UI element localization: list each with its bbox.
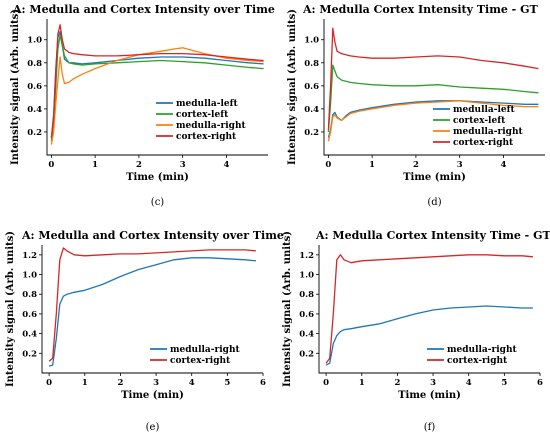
- x-tick-label: 5: [501, 378, 507, 388]
- axes: [41, 245, 263, 374]
- x-axis-label: Time (min): [126, 172, 189, 183]
- series-line-medulla-right: [48, 257, 256, 367]
- x-tick-label: 3: [430, 378, 436, 388]
- y-tick-label: 1.2: [299, 251, 314, 261]
- x-tick-label: 3: [180, 160, 186, 170]
- x-axis-label: Time (min): [403, 172, 466, 183]
- chart-title: A: Medulla Cortex Intensity Time - GT: [302, 3, 538, 16]
- series-line-cortex-right: [48, 247, 256, 362]
- x-tick-label: 2: [413, 160, 419, 170]
- x-tick-label: 0: [48, 160, 54, 170]
- x-tick-label: 2: [394, 378, 400, 388]
- y-tick-label: 1.0: [304, 36, 319, 46]
- y-tick-label: 0.8: [299, 290, 314, 300]
- axes: [318, 245, 540, 374]
- legend-label: medulla-left: [453, 105, 516, 115]
- y-tick-label: 0.4: [27, 105, 42, 115]
- legend-label: cortex-left: [176, 110, 229, 120]
- y-axis-label: Intensity signal (Arb. units): [282, 231, 293, 387]
- x-tick-label: 5: [224, 378, 230, 388]
- legend-label: cortex-right: [176, 132, 237, 142]
- legend-label: cortex-right: [453, 138, 514, 148]
- series-line-medulla-right: [327, 100, 539, 142]
- x-tick-label: 0: [46, 378, 52, 388]
- x-axis-label: Time (min): [121, 390, 184, 401]
- series-line-cortex-left: [50, 34, 264, 142]
- chart-title: A: Medulla and Cortex Intensity over Tim…: [12, 3, 275, 16]
- series-line-medulla-right: [50, 47, 264, 145]
- legend-label: cortex-right: [447, 356, 508, 366]
- x-tick-label: 3: [153, 378, 159, 388]
- panel-f: A: Medulla Cortex Intensity Time - GT 0 1 2…: [282, 229, 550, 433]
- y-tick-label: 0.4: [304, 105, 319, 115]
- y-tick-label: 0.2: [27, 128, 42, 138]
- x-tick-label: 1: [369, 160, 375, 170]
- y-tick-label: 0.6: [22, 310, 37, 320]
- x-tick-label: 2: [117, 378, 123, 388]
- x-tick-label: 1: [92, 160, 98, 170]
- series-line-cortex-right: [50, 24, 264, 138]
- panel-caption: (d): [427, 197, 441, 208]
- y-tick-label: 0.8: [22, 290, 37, 300]
- y-tick-label: 0.2: [299, 349, 314, 359]
- series-line-medulla-right: [325, 305, 533, 366]
- x-tick-label: 4: [189, 378, 195, 388]
- x-tick-label: 2: [136, 160, 142, 170]
- y-axis-label: Intensity signal (Arb. units): [10, 9, 21, 165]
- x-tick-label: 4: [466, 378, 472, 388]
- panel-caption: (e): [146, 422, 160, 433]
- x-tick-label: 3: [457, 160, 463, 170]
- legend-label: cortex-right: [170, 356, 231, 366]
- y-tick-label: 1.0: [299, 271, 314, 281]
- legend-label: cortex-left: [453, 116, 506, 126]
- chart-title: A: Medulla Cortex Intensity Time - GT: [315, 229, 550, 242]
- y-tick-label: 0.6: [304, 82, 319, 92]
- series-line-medulla-left: [327, 100, 539, 138]
- x-axis-label: Time (min): [398, 390, 461, 401]
- x-tick-label: 1: [359, 378, 365, 388]
- y-tick-label: 0.8: [304, 59, 319, 69]
- panel-d: A: Medulla Cortex Intensity Time - GT 0 1 2…: [287, 3, 545, 208]
- legend-label: medulla-right: [170, 345, 240, 355]
- y-tick-label: 0.6: [27, 82, 42, 92]
- y-tick-label: 0.4: [22, 330, 37, 340]
- y-tick-label: 0.2: [22, 349, 37, 359]
- x-tick-label: 0: [325, 160, 331, 170]
- y-tick-label: 0.2: [304, 128, 319, 138]
- panel-e: A: Medulla and Cortex Intensity over Tim…: [5, 229, 284, 433]
- y-axis-label: Intensity signal (Arb. units): [5, 231, 16, 387]
- y-axis-label: Intensity signal (Arb. units): [287, 9, 298, 165]
- x-tick-label: 4: [500, 160, 506, 170]
- axes: [46, 19, 268, 156]
- legend-label: medulla-right: [176, 121, 246, 131]
- y-tick-label: 0.8: [27, 59, 42, 69]
- legend: medulla-leftcortex-leftmedulla-rightcort…: [156, 99, 246, 142]
- legend-label: medulla-left: [176, 99, 239, 109]
- axes: [323, 19, 545, 156]
- legend-label: medulla-right: [447, 345, 517, 355]
- y-tick-label: 1.0: [22, 271, 37, 281]
- x-tick-label: 4: [223, 160, 229, 170]
- x-tick-label: 6: [537, 378, 543, 388]
- panel-caption: (c): [151, 197, 165, 208]
- panel-c: A: Medulla and Cortex Intensity over Tim…: [10, 3, 275, 208]
- y-tick-label: 0.4: [299, 330, 314, 340]
- series-line-cortex-right: [325, 254, 533, 364]
- x-tick-label: 6: [260, 378, 266, 388]
- legend: medulla-leftcortex-leftmedulla-rightcort…: [433, 105, 523, 148]
- y-tick-label: 0.6: [299, 310, 314, 320]
- x-tick-label: 0: [323, 378, 329, 388]
- legend-label: medulla-right: [453, 127, 523, 137]
- chart-title: A: Medulla and Cortex Intensity over Tim…: [21, 229, 284, 242]
- panel-caption: (f): [424, 422, 436, 433]
- series-line-cortex-right: [327, 27, 539, 130]
- y-tick-label: 1.0: [27, 36, 42, 46]
- x-tick-label: 1: [82, 378, 88, 388]
- series-line-cortex-left: [327, 64, 539, 132]
- y-tick-label: 1.2: [22, 251, 37, 261]
